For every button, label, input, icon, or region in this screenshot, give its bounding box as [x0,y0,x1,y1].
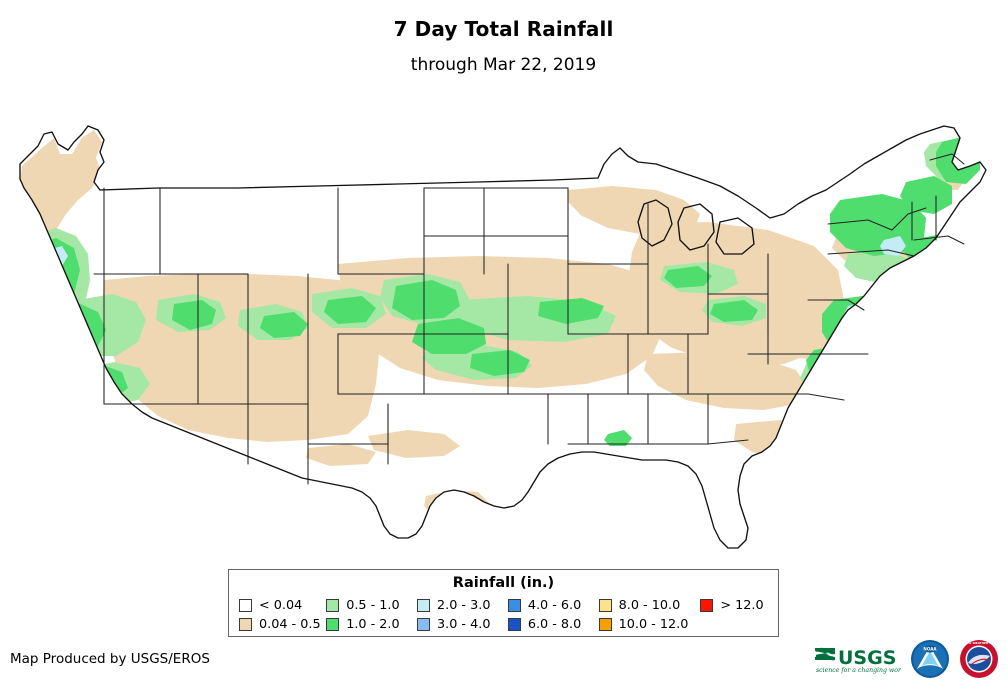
legend-swatch-icon [326,618,340,631]
page-subtitle: through Mar 22, 2019 [410,55,597,75]
legend-item: 0.04 - 0.5 [239,616,326,633]
legend-item-label: 3.0 - 4.0 [437,616,491,632]
legend-item-label: 8.0 - 10.0 [618,597,681,613]
noaa-logo-text: NOAA [923,647,937,652]
legend-title: Rainfall (in.) [452,575,555,591]
legend-item: 4.0 - 6.0 [507,597,599,614]
legend-column: 8.0 - 10.0 10.0 - 12.0 [598,597,701,633]
legend-column: 4.0 - 6.0 6.0 - 8.0 [507,597,599,633]
legend-item-label: 6.0 - 8.0 [527,616,582,632]
us-rainfall-choropleth [19,125,987,549]
rainfall-map [8,104,998,556]
legend-swatch-icon [598,618,612,631]
legend-box: Rainfall (in.) < 0.04 0.04 - 0.5 0.5 - 1… [228,569,779,637]
nws-logo-text: NATIONAL WEATHER SERVICE [959,641,999,645]
map-credit: Map Produced by USGS/EROS [10,651,210,667]
legend-item: 10.0 - 12.0 [598,616,701,633]
nws-logo[interactable]: NATIONAL WEATHER SERVICE [959,639,999,679]
legend-item: 8.0 - 10.0 [598,597,701,614]
legend-column: > 12.0 [700,597,773,633]
legend-entries: < 0.04 0.04 - 0.5 0.5 - 1.0 1.0 - 2.0 2.… [239,597,773,633]
agency-logos: USGS science for a changing world NOAA N… [813,634,999,684]
legend-item: 2.0 - 3.0 [417,597,508,614]
legend-swatch-icon [507,599,521,612]
legend-item-label: < 0.04 [259,597,303,613]
legend-item: 0.5 - 1.0 [326,597,417,614]
legend-item-label: 10.0 - 12.0 [618,616,689,632]
legend-column: 0.5 - 1.0 1.0 - 2.0 [326,597,417,633]
page-title: 7 Day Total Rainfall [393,17,614,41]
rainfall-raster [20,126,986,548]
legend-swatch-icon [326,599,340,612]
title-block: 7 Day Total Rainfall through Mar 22, 201… [0,0,1007,75]
legend-item-label: 1.0 - 2.0 [346,616,400,632]
legend-item-label: 2.0 - 3.0 [437,597,491,613]
legend-swatch-icon [417,618,430,631]
legend-swatch-icon [239,599,252,612]
legend-item: 1.0 - 2.0 [326,616,417,633]
legend-item: > 12.0 [700,597,773,614]
usgs-logo-text: USGS [838,647,896,669]
legend-item: < 0.04 [239,597,326,614]
legend-item-label: 0.04 - 0.5 [259,616,321,632]
legend-swatch-icon [700,599,714,612]
legend-item-label: > 12.0 [720,597,764,613]
legend-swatch-icon [239,618,252,631]
legend-swatch-icon [507,618,521,631]
legend-swatch-icon [417,599,430,612]
state-boundaries [93,153,965,485]
legend-item: 3.0 - 4.0 [417,616,508,633]
legend-column: 2.0 - 3.0 3.0 - 4.0 [417,597,508,633]
usgs-logo[interactable]: USGS science for a changing world [813,642,901,676]
conus-outline [19,125,987,549]
legend-item-label: 0.5 - 1.0 [346,597,400,613]
legend-column: < 0.04 0.04 - 0.5 [239,597,326,633]
legend-item-label: 4.0 - 6.0 [527,597,582,613]
noaa-logo[interactable]: NOAA [910,639,950,679]
legend-swatch-icon [598,599,612,612]
usgs-logo-tagline: science for a changing world [816,667,901,674]
legend-item: 6.0 - 8.0 [507,616,599,633]
class-30-40-areas [854,302,890,332]
